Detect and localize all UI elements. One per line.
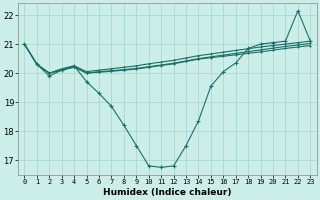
X-axis label: Humidex (Indice chaleur): Humidex (Indice chaleur): [103, 188, 232, 197]
